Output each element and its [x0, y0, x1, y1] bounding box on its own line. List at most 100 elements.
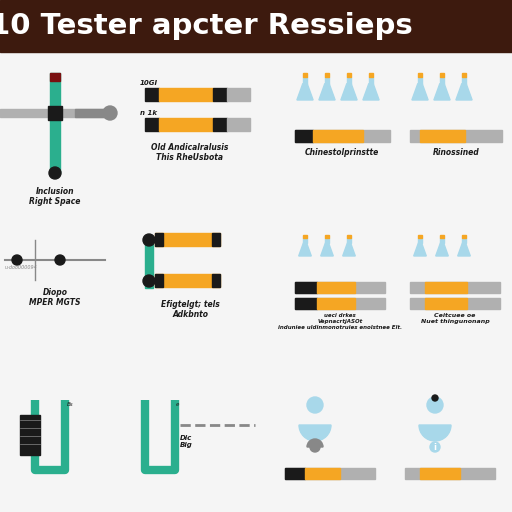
Text: Bs: Bs [67, 402, 74, 407]
Bar [50, 73, 60, 173]
Bar [155, 274, 220, 287]
Circle shape [430, 442, 440, 452]
Polygon shape [363, 84, 379, 100]
Text: Dic
Big: Dic Big [180, 435, 193, 448]
Text: 10 Tester apcter Ressieps: 10 Tester apcter Ressieps [0, 12, 413, 40]
Circle shape [12, 255, 22, 265]
Bar [325, 77, 329, 84]
Circle shape [307, 397, 323, 413]
Bar [369, 73, 373, 77]
Polygon shape [298, 243, 311, 256]
Polygon shape [436, 243, 449, 256]
Bar [462, 77, 466, 84]
Bar [440, 238, 444, 243]
Bar [295, 282, 385, 293]
Bar [425, 298, 467, 309]
Bar [410, 298, 500, 309]
Bar [155, 274, 163, 287]
Bar [347, 73, 351, 77]
Polygon shape [319, 84, 335, 100]
Bar [303, 77, 307, 84]
Circle shape [427, 397, 443, 413]
Bar [212, 274, 220, 287]
Text: Inclusion
Right Space: Inclusion Right Space [29, 187, 81, 206]
Bar [325, 238, 329, 243]
Bar [425, 282, 467, 293]
Text: Diopo
MPER MGTS: Diopo MPER MGTS [29, 288, 81, 307]
Bar [405, 468, 495, 479]
Bar [418, 238, 422, 243]
Bar [295, 130, 390, 142]
Bar [285, 468, 375, 479]
Bar [303, 238, 307, 243]
Bar [159, 118, 214, 131]
Wedge shape [299, 425, 331, 441]
Bar [285, 468, 305, 479]
Bar [317, 282, 355, 293]
Bar [0, 0, 512, 52]
Bar [303, 73, 307, 77]
Text: Ceitcuee oe
Nuet thingunonanp: Ceitcuee oe Nuet thingunonanp [421, 313, 489, 324]
Polygon shape [341, 84, 357, 100]
Bar [155, 233, 163, 246]
Polygon shape [414, 243, 426, 256]
Bar [50, 73, 60, 81]
Text: Rinossined: Rinossined [433, 148, 479, 157]
Bar [313, 130, 363, 142]
Wedge shape [419, 425, 451, 441]
Bar [227, 88, 250, 101]
Polygon shape [458, 243, 471, 256]
Text: i: i [434, 442, 437, 452]
Bar [212, 233, 220, 246]
Polygon shape [456, 84, 472, 100]
Wedge shape [307, 439, 323, 447]
Circle shape [49, 167, 61, 179]
Bar [145, 118, 159, 131]
Bar [303, 235, 307, 238]
Bar [440, 77, 444, 84]
Bar [155, 233, 220, 246]
Bar [20, 415, 40, 455]
Text: e: e [176, 402, 179, 407]
Text: Chinestolprinstte: Chinestolprinstte [305, 148, 379, 157]
Bar [214, 118, 227, 131]
Text: n 1k: n 1k [140, 110, 157, 116]
Bar [347, 235, 351, 238]
Polygon shape [297, 84, 313, 100]
Bar [347, 238, 351, 243]
Polygon shape [434, 84, 450, 100]
Bar [462, 235, 466, 238]
Bar [0, 109, 110, 117]
Circle shape [55, 255, 65, 265]
Bar [418, 235, 422, 238]
Bar [418, 77, 422, 84]
Bar [462, 238, 466, 243]
Text: 10GI: 10GI [140, 80, 158, 86]
Bar [305, 468, 340, 479]
Bar [295, 298, 385, 309]
Bar [295, 130, 313, 142]
Bar [410, 282, 500, 293]
Bar [420, 130, 465, 142]
Polygon shape [343, 243, 355, 256]
Bar [227, 118, 250, 131]
Bar [214, 88, 227, 101]
Polygon shape [321, 243, 333, 256]
Polygon shape [412, 84, 428, 100]
Circle shape [310, 442, 320, 452]
Circle shape [143, 234, 155, 246]
Bar [159, 88, 214, 101]
Bar [145, 88, 159, 101]
Bar [325, 73, 329, 77]
Bar [325, 235, 329, 238]
Bar [295, 298, 317, 309]
Circle shape [103, 106, 117, 120]
Bar [420, 468, 460, 479]
Bar [410, 130, 502, 142]
Circle shape [432, 395, 438, 401]
Bar [75, 109, 105, 117]
Bar [462, 73, 466, 77]
Circle shape [143, 275, 155, 287]
Text: Old Andicalralusis
This RheUsbota: Old Andicalralusis This RheUsbota [152, 143, 229, 162]
Bar [369, 77, 373, 84]
